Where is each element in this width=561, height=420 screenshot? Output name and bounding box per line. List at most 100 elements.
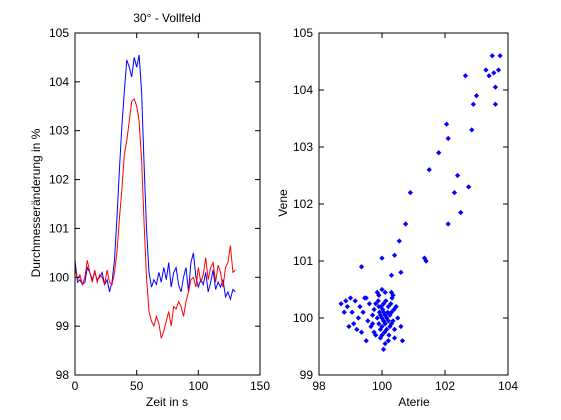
scatter-point — [374, 289, 380, 295]
scatter-point — [357, 303, 363, 310]
line-chart-y-tick-label: 105 — [49, 26, 69, 40]
scatter-point — [369, 321, 376, 327]
scatter-point — [396, 238, 402, 244]
scatter-point — [483, 67, 489, 73]
line-chart-axes: 0 50 100 150 98 99 100 101 102 103 104 105 — [49, 26, 270, 393]
scatter-chart-y-tick-label: 99 — [300, 368, 314, 382]
scatter-chart: 98 100 102 104 99 100 101 102 103 104 105 Aterie V… — [276, 26, 518, 409]
scatter-point — [379, 255, 385, 261]
scatter-point — [369, 312, 376, 318]
scatter-chart-x-axis-label: Aterie — [398, 395, 430, 409]
scatter-point — [382, 341, 388, 347]
scatter-chart-y-tick-label: 105 — [293, 26, 313, 40]
scatter-point — [385, 318, 391, 324]
scatter-point — [451, 189, 458, 196]
scatter-point — [376, 303, 382, 310]
scatter-point — [391, 306, 397, 313]
line-chart-x-tick-label: 100 — [188, 379, 208, 393]
scatter-point — [495, 67, 502, 73]
scatter-point — [346, 323, 352, 330]
scatter-chart-x-tick-label: 98 — [312, 379, 326, 393]
scatter-chart-y-tick-label: 101 — [293, 254, 313, 268]
scatter-point — [358, 264, 365, 270]
scatter-point — [489, 53, 495, 59]
scatter-point — [497, 53, 503, 59]
scatter-point — [486, 73, 492, 79]
scatter-point — [385, 303, 391, 310]
line-chart: 30° - Vollfeld 0 50 100 150 98 99 100 101 102 103… — [29, 11, 270, 409]
scatter-point — [365, 318, 371, 324]
scatter-point — [381, 329, 388, 335]
scatter-chart-y-tick-label: 100 — [293, 311, 313, 325]
line-chart-y-tick-label: 98 — [56, 368, 70, 382]
scatter-point — [379, 332, 385, 338]
line-chart-title: 30° - Vollfeld — [133, 11, 201, 25]
scatter-point — [343, 298, 349, 304]
line-chart-x-tick-label: 150 — [250, 379, 270, 393]
scatter-point — [445, 135, 451, 142]
line-chart-x-tick-label: 50 — [130, 379, 144, 393]
scatter-point — [380, 309, 387, 315]
scatter-point — [388, 289, 395, 295]
line-chart-y-tick-label: 103 — [49, 124, 69, 138]
line-chart-y-tick-label: 102 — [49, 173, 69, 187]
scatter-point — [363, 295, 369, 301]
scatter-point — [462, 73, 469, 79]
scatter-point — [388, 309, 395, 315]
scatter-point — [386, 332, 392, 338]
scatter-point — [354, 326, 360, 333]
scatter-point — [491, 70, 497, 76]
scatter-point — [341, 309, 347, 315]
line-chart-y-tick-label: 104 — [49, 75, 69, 89]
scatter-point — [473, 93, 480, 99]
scatter-point — [388, 301, 394, 307]
scatter-point — [390, 318, 396, 324]
scatter-point — [379, 286, 385, 293]
line-chart-x-axis-label: Zeit in s — [146, 395, 188, 409]
scatter-point — [391, 326, 398, 333]
scatter-point — [349, 309, 355, 315]
scatter-point — [458, 209, 464, 216]
scatter-point — [383, 298, 389, 304]
scatter-point — [351, 321, 357, 327]
scatter-point — [470, 101, 476, 107]
scatter-point — [398, 269, 404, 276]
scatter-point — [379, 323, 385, 330]
scatter-point — [377, 312, 384, 318]
scatter-point — [403, 221, 409, 227]
line-chart-plot-area — [74, 54, 236, 339]
scatter-chart-y-axis-label: Vene — [276, 189, 290, 217]
scatter-point — [380, 346, 387, 352]
scatter-point — [492, 101, 499, 107]
line-chart-axes-box — [74, 32, 261, 376]
scatter-point — [466, 184, 472, 190]
scatter-point — [374, 315, 380, 321]
scatter-point — [373, 301, 379, 307]
scatter-point — [344, 303, 350, 310]
scatter-point — [347, 295, 354, 301]
scatter-point — [360, 309, 366, 315]
scatter-point — [352, 298, 358, 304]
scatter-chart-x-tick-label: 100 — [372, 379, 392, 393]
scatter-point — [380, 301, 387, 307]
scatter-point — [382, 321, 388, 327]
scatter-point — [393, 303, 399, 310]
line-chart-y-tick-label: 101 — [49, 221, 69, 235]
line-series-1 — [74, 54, 236, 302]
scatter-point — [382, 289, 388, 295]
scatter-point — [385, 338, 391, 344]
scatter-point — [385, 309, 391, 315]
scatter-point — [384, 326, 390, 333]
scatter-chart-y-tick-label: 102 — [293, 197, 313, 211]
scatter-point — [388, 272, 395, 278]
scatter-point — [469, 127, 475, 133]
scatter-point — [445, 221, 451, 227]
scatter-point — [371, 329, 377, 335]
line-chart-y-tick-label: 99 — [56, 319, 70, 333]
scatter-point — [371, 306, 377, 313]
scatter-point — [443, 121, 450, 127]
scatter-point — [363, 338, 369, 344]
scatter-point — [338, 301, 344, 307]
scatter-point — [358, 329, 365, 335]
